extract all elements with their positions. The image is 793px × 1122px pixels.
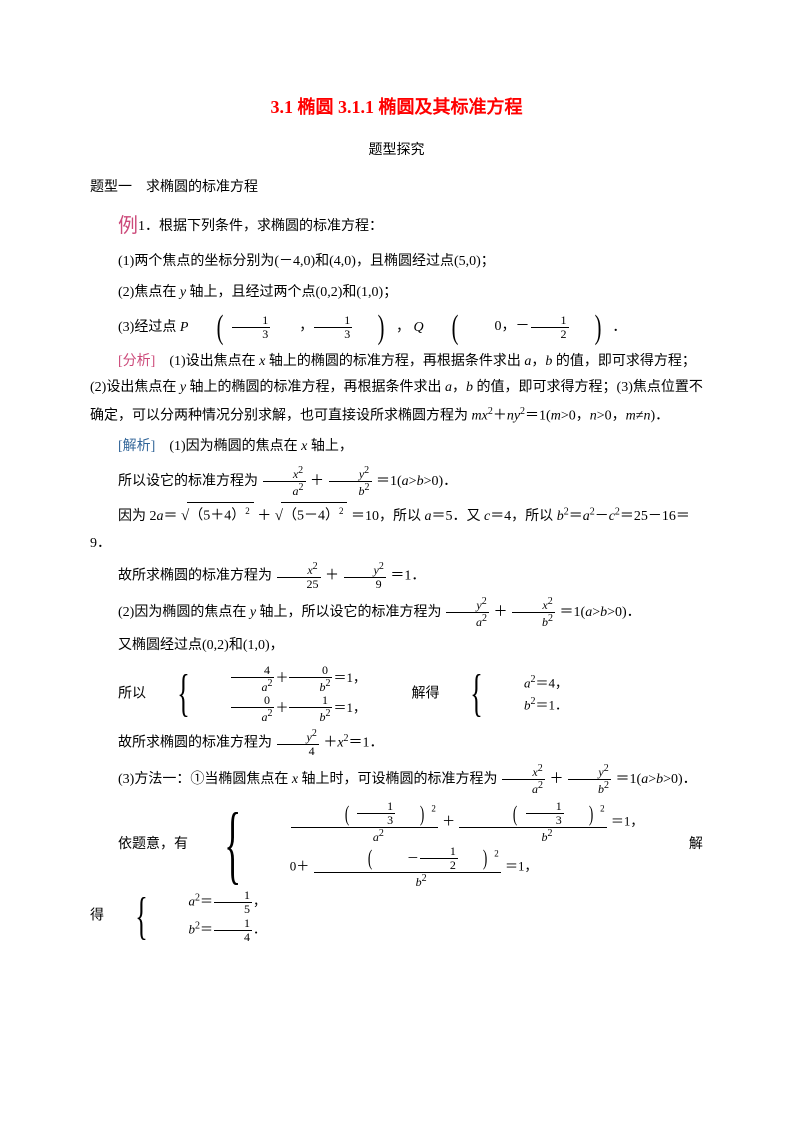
document-page: 3.1 椭圆 3.1.1 椭圆及其标准方程 题型探究 题型一 求椭圆的标准方程 …: [0, 0, 793, 1122]
section-heading: 题型一 求椭圆的标准方程: [90, 175, 703, 202]
example-label: 例: [118, 215, 138, 237]
page-subtitle: 题型探究: [90, 138, 703, 165]
solution-2-line-4: 故所求椭圆的标准方程为 y24 ＋x2＝1．: [90, 728, 703, 758]
solution-2-line-2: 又椭圆经过点(0,2)和(1,0)，: [90, 633, 703, 660]
solution-1-line-2: 所以设它的标准方程为 x2a2 ＋ y2b2 ＝1(a>b>0)．: [90, 465, 703, 498]
analysis-label: [分析]: [118, 354, 155, 369]
solution-2-line-1: (2)因为椭圆的焦点在 y 轴上，所以设它的标准方程为 y2a2 ＋ x2b2 …: [90, 596, 703, 629]
solution-3-line-1: (3)方法一：①当椭圆焦点在 x 轴上时，可设椭圆的标准方程为 x2a2 ＋ y…: [90, 763, 703, 796]
example-1-intro: 例1．根据下列条件，求椭圆的标准方程：: [90, 207, 703, 245]
solution-label: [解析]: [118, 439, 155, 454]
example-1-item-1: (1)两个焦点的坐标分别为(－4,0)和(4,0)，且椭圆经过点(5,0)；: [90, 249, 703, 276]
example-1-item-3: (3)经过点 P ( 13， 13 ) ， Q ( 0，－12 ) ．: [90, 311, 703, 345]
page-title: 3.1 椭圆 3.1.1 椭圆及其标准方程: [90, 90, 703, 124]
solution-1-line-4: 故所求椭圆的标准方程为 x225 ＋ y29 ＝1．: [90, 561, 703, 591]
solution-2-system: 所以 { 4a2＋0b2＝1， 0a2＋1b2＝1， 解得 { a2＝4， b2…: [90, 664, 703, 725]
example-1-item-2: (2)焦点在 y 轴上，且经过两个点(0,2)和(1,0)；: [90, 280, 703, 307]
solution-3-system: 依题意，有 { (13)2 a2 ＋ (13)2 b2 ＝1， 0: [90, 800, 703, 944]
solution-1-line-3: 因为 2a＝ √（5＋4）2 ＋ √（5－4）2 ＝10，所以 a＝5．又 c＝…: [90, 502, 703, 557]
solution-1-line-1: [解析] (1)因为椭圆的焦点在 x 轴上，: [90, 434, 703, 461]
analysis-paragraph: [分析] (1)设出焦点在 x 轴上的椭圆的标准方程，再根据条件求出 a，b 的…: [90, 349, 703, 430]
